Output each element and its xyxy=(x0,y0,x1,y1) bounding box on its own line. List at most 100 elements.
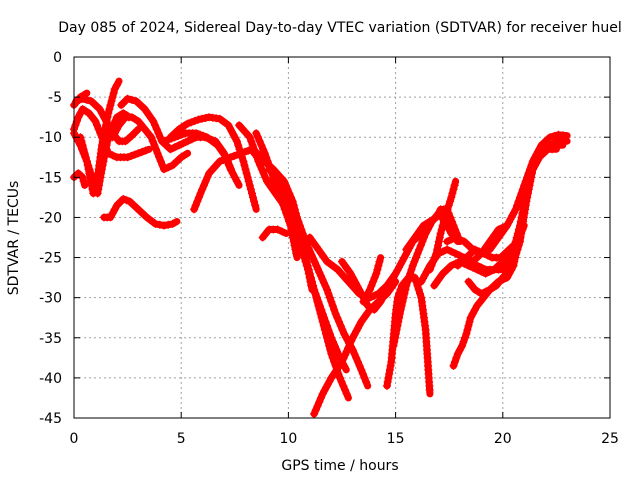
data-point-marker xyxy=(175,141,184,150)
data-point-marker xyxy=(460,259,469,268)
data-point-marker xyxy=(513,245,522,254)
data-point-marker xyxy=(190,205,199,214)
data-point-marker xyxy=(82,95,91,104)
data-point-marker xyxy=(433,245,442,254)
y-tick-label: -15 xyxy=(39,170,62,186)
data-point-marker xyxy=(360,373,369,382)
data-point-marker xyxy=(237,149,246,158)
data-point-marker xyxy=(425,385,434,394)
series-track-34 xyxy=(449,145,560,370)
data-point-marker xyxy=(100,129,109,138)
data-point-marker xyxy=(72,97,81,106)
data-point-marker xyxy=(511,253,520,262)
data-point-marker xyxy=(507,265,516,274)
data-point-marker xyxy=(432,249,441,258)
data-point-marker xyxy=(342,389,351,398)
series-track-31 xyxy=(443,130,571,258)
x-tick-label: 15 xyxy=(387,431,405,447)
data-point-marker xyxy=(156,133,165,142)
data-point-marker xyxy=(465,317,474,326)
data-point-marker xyxy=(313,293,321,302)
data-point-marker xyxy=(239,157,248,166)
data-point-marker xyxy=(311,406,320,414)
data-point-marker xyxy=(448,189,457,198)
data-point-marker xyxy=(170,143,179,152)
data-point-marker xyxy=(127,95,136,104)
data-point-marker xyxy=(199,181,208,190)
data-point-marker xyxy=(91,181,100,190)
chart-title: Day 085 of 2024, Sidereal Day-to-day VTE… xyxy=(58,20,621,36)
data-point-marker xyxy=(104,109,113,118)
data-point-marker xyxy=(513,201,522,210)
data-point-marker xyxy=(198,185,207,194)
data-point-marker xyxy=(203,173,212,182)
data-point-marker xyxy=(256,161,265,170)
data-point-marker xyxy=(104,149,113,158)
data-point-marker xyxy=(180,151,189,160)
data-point-marker xyxy=(318,275,327,284)
data-point-marker xyxy=(400,289,409,298)
data-point-marker xyxy=(315,268,324,277)
data-point-marker xyxy=(332,345,341,354)
data-point-marker xyxy=(308,281,317,290)
data-point-marker xyxy=(78,94,87,103)
data-point-marker xyxy=(318,309,327,318)
data-point-marker xyxy=(201,177,210,186)
data-point-marker xyxy=(329,337,337,346)
data-point-marker xyxy=(458,341,467,350)
data-point-marker xyxy=(546,133,554,142)
data-point-marker xyxy=(434,241,443,250)
plot-frame xyxy=(73,56,611,419)
data-point-marker xyxy=(391,333,400,342)
data-point-marker xyxy=(327,349,336,358)
data-point-marker xyxy=(183,119,192,128)
data-point-marker xyxy=(310,285,319,294)
data-point-marker xyxy=(372,269,381,278)
data-point-marker xyxy=(485,285,494,294)
data-point-marker xyxy=(442,209,451,218)
series-track-16 xyxy=(258,225,290,242)
data-point-marker xyxy=(452,353,461,362)
data-point-marker xyxy=(150,141,159,150)
data-point-marker xyxy=(548,145,557,154)
data-point-marker xyxy=(449,221,458,230)
data-point-marker xyxy=(90,185,99,194)
data-point-marker xyxy=(316,271,325,280)
data-point-marker xyxy=(449,185,458,194)
data-point-marker xyxy=(464,321,473,330)
data-point-marker xyxy=(330,341,339,350)
data-point-marker xyxy=(427,261,436,270)
data-point-marker xyxy=(550,132,559,140)
data-point-marker xyxy=(160,221,168,230)
data-point-marker xyxy=(459,337,468,346)
data-point-marker xyxy=(215,157,224,166)
data-point-marker xyxy=(450,357,459,366)
data-point-marker xyxy=(194,115,203,124)
data-point-marker xyxy=(310,258,319,267)
data-point-marker xyxy=(333,313,342,322)
data-point-marker xyxy=(293,213,301,222)
series-track-23 xyxy=(359,254,385,306)
data-point-marker xyxy=(393,321,402,330)
y-tick-label: -20 xyxy=(39,210,62,226)
data-point-marker xyxy=(353,324,362,333)
data-point-marker xyxy=(473,247,482,256)
data-point-marker xyxy=(455,235,464,244)
data-point-marker xyxy=(418,237,427,246)
data-point-marker xyxy=(295,221,304,230)
data-point-marker xyxy=(516,233,525,242)
data-point-marker xyxy=(450,181,459,190)
data-point-marker xyxy=(344,344,353,353)
data-point-marker xyxy=(338,357,346,366)
data-point-marker xyxy=(403,277,412,286)
data-point-marker xyxy=(524,189,532,198)
data-point-marker xyxy=(375,257,384,266)
data-point-marker xyxy=(112,81,121,90)
data-point-marker xyxy=(299,249,308,258)
data-point-marker xyxy=(155,153,164,162)
data-point-marker xyxy=(425,265,434,274)
data-point-marker xyxy=(191,201,200,210)
data-point-marker xyxy=(468,245,477,254)
data-point-marker xyxy=(301,237,310,246)
data-point-marker xyxy=(108,93,117,102)
